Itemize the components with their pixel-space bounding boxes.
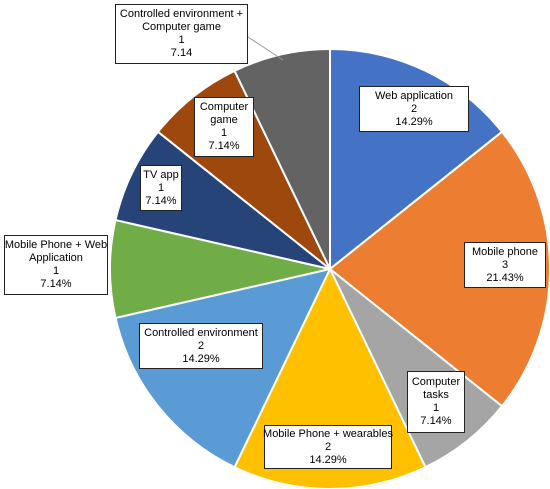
slice-label-tv-app: TV app 1 7.14% xyxy=(140,165,182,211)
slice-label-controlled-environment: Controlled environment 2 14.29% xyxy=(139,323,263,369)
pie-slice-controlled-environment-computer-game xyxy=(233,47,331,270)
leader-line xyxy=(247,36,284,61)
slice-label-computer-game: Computer game 1 7.14% xyxy=(194,97,254,157)
slice-label-controlled-environment-computer-game: Controlled environment + Computer game 1… xyxy=(115,4,248,64)
slice-label-mobile-phone: Mobile phone 3 21.43% xyxy=(464,242,546,288)
slice-label-mobile-phone-wearables: Mobile Phone + wearables 2 14.29% xyxy=(263,425,393,469)
slice-label-mobile-phone-web-application: Mobile Phone + Web Application 1 7.14% xyxy=(4,235,108,295)
slice-label-computer-tasks: Computer tasks 1 7.14% xyxy=(407,371,465,433)
slice-label-web-application: Web application 2 14.29% xyxy=(359,86,469,132)
